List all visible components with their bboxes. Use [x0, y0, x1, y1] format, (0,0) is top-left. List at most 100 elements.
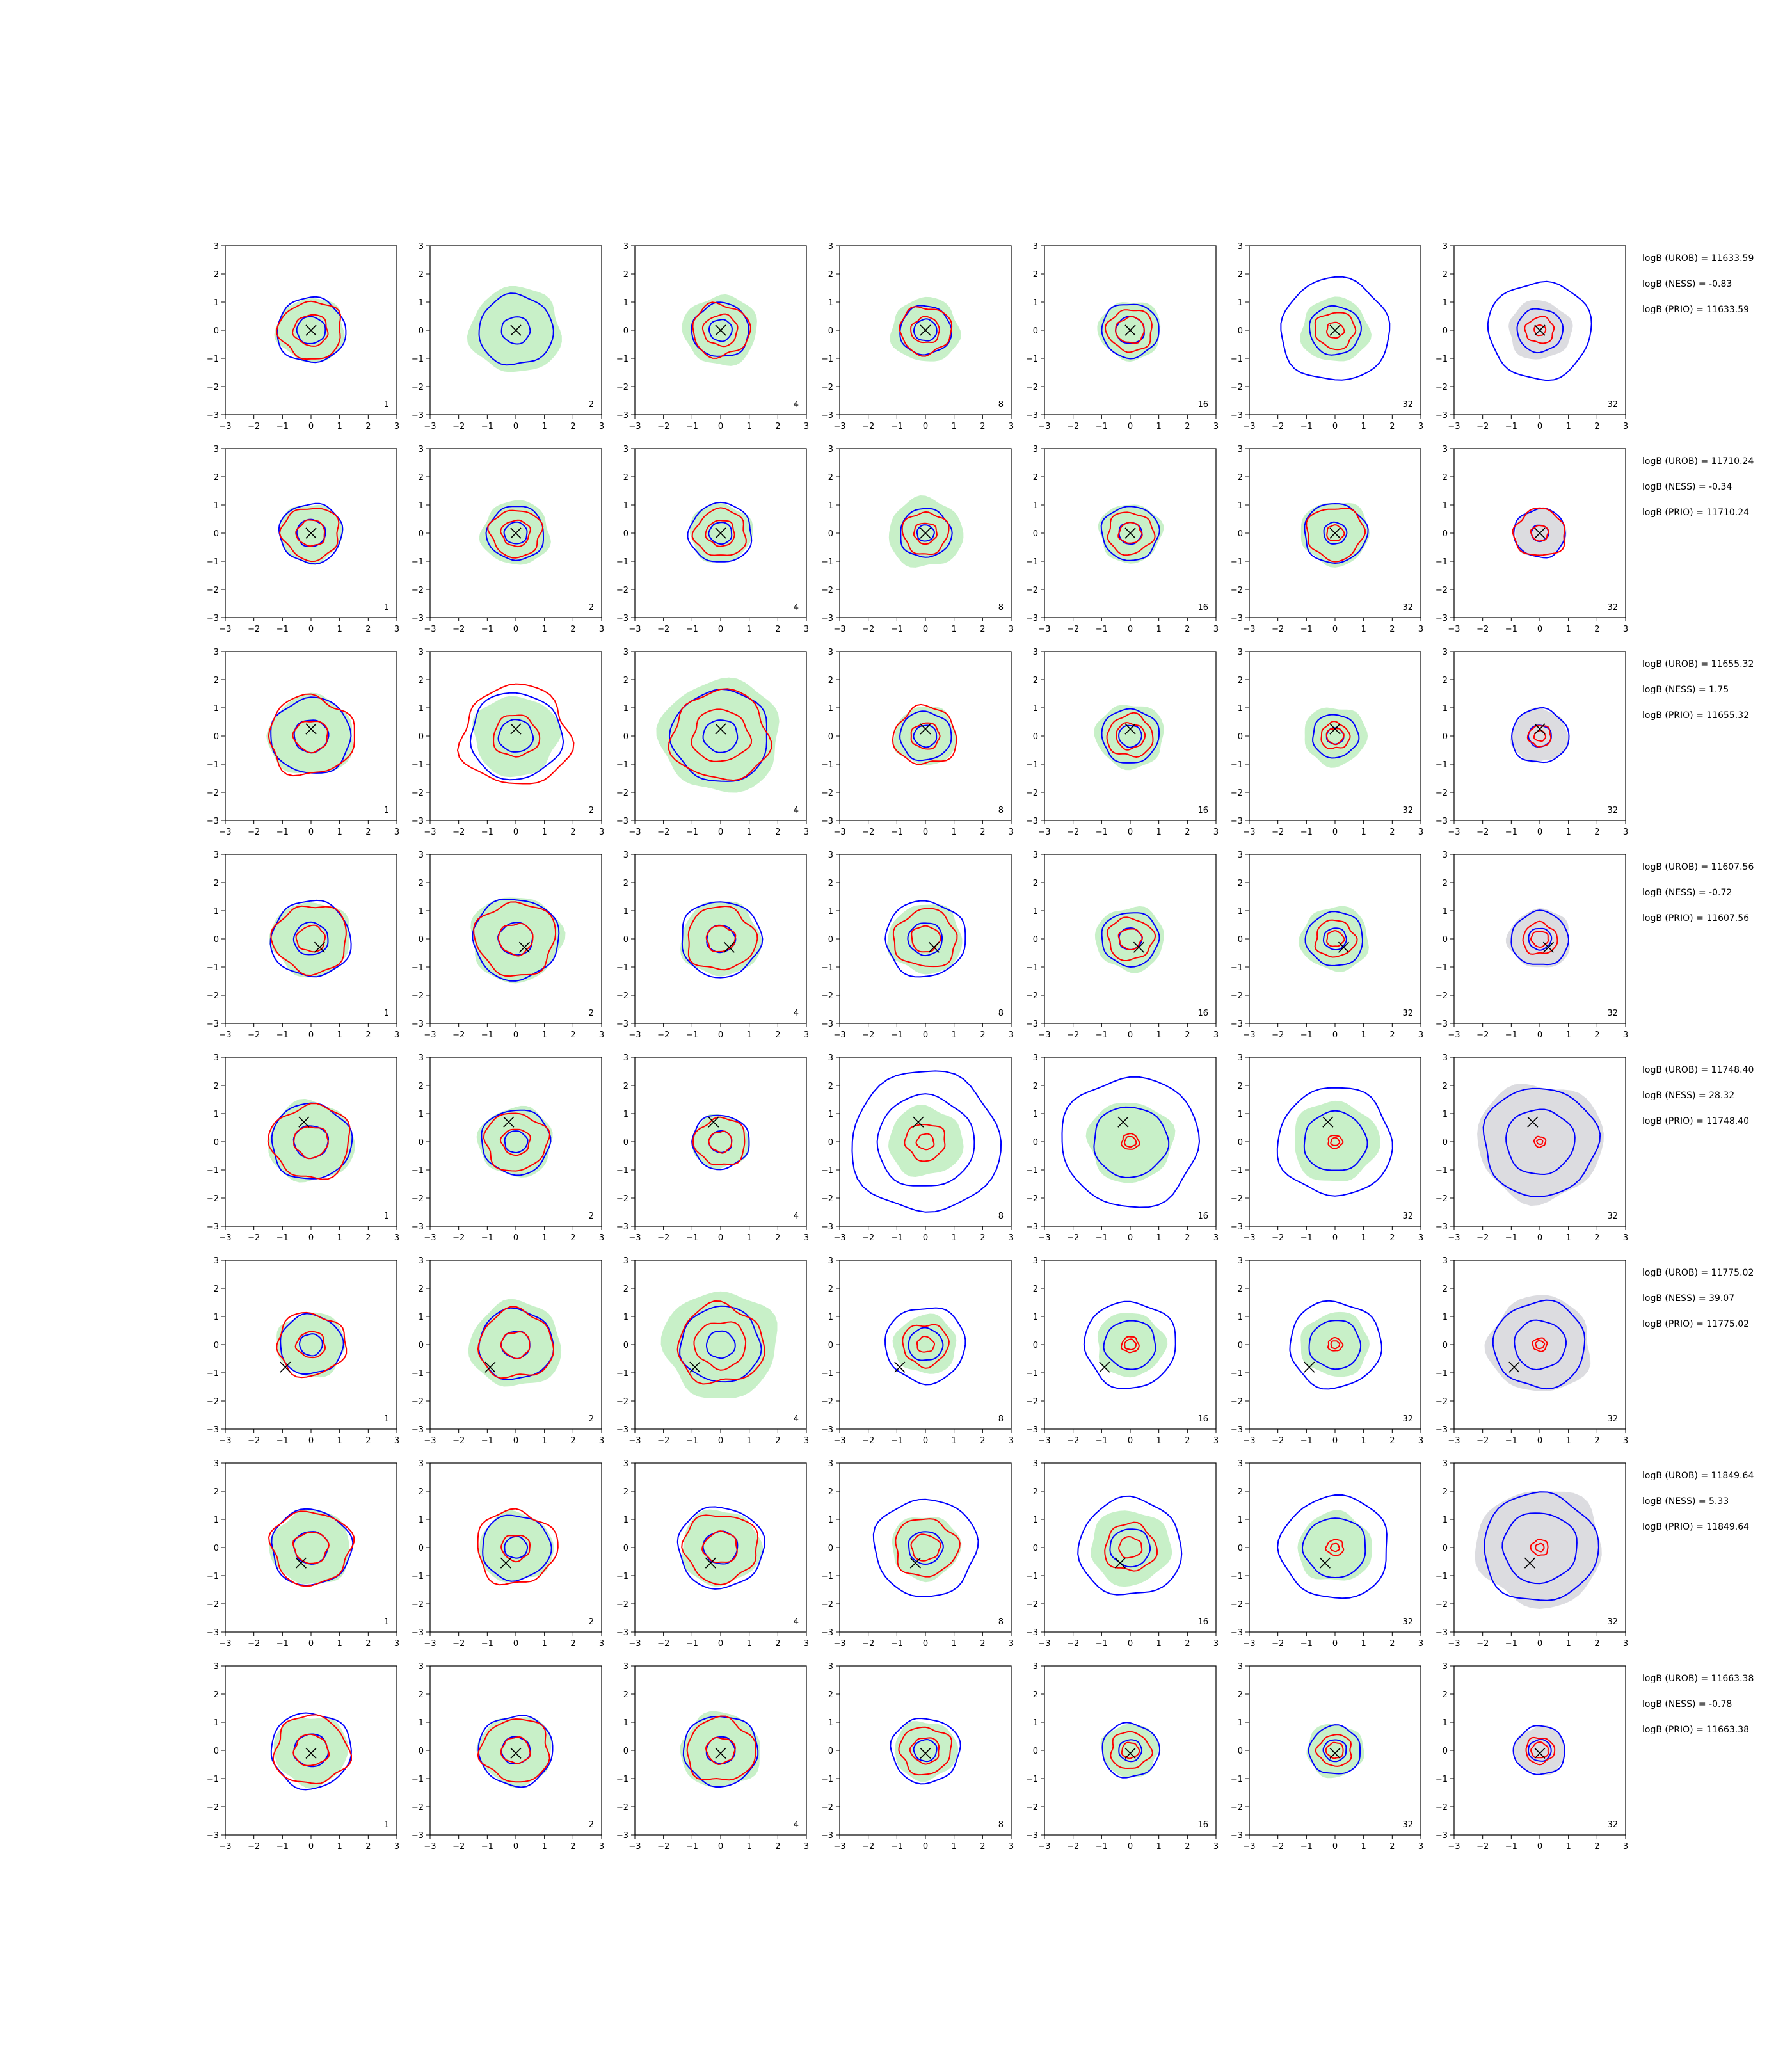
x-tick-label: 2: [570, 1030, 575, 1040]
x-tick-label: 1: [337, 1842, 342, 1852]
panel-corner-label: 4: [794, 603, 799, 612]
blue-contour-outer: [668, 688, 767, 782]
density-fill-inner: [908, 1126, 943, 1158]
x-tick-label: −1: [1096, 1842, 1108, 1852]
y-tick-label: 3: [1238, 1256, 1243, 1266]
red-contour-outer: [483, 1112, 551, 1172]
x-tick-label: 3: [599, 828, 604, 837]
y-tick-label: 2: [1238, 676, 1243, 685]
y-tick-label: −1: [1436, 557, 1448, 567]
x-tick-label: 1: [337, 422, 342, 431]
x-tick-label: −1: [1300, 1030, 1313, 1040]
x-tick-label: −3: [1038, 1639, 1050, 1649]
x-tick-label: −3: [1038, 1436, 1050, 1446]
y-tick-label: 3: [1443, 1459, 1448, 1469]
red-contour-outer: [668, 688, 772, 781]
panel-corner-label: 2: [589, 1617, 594, 1627]
red-contour-inner: [500, 1736, 531, 1764]
x-tick-label: −1: [1505, 422, 1517, 431]
panel-corner-label: 16: [1197, 1414, 1208, 1424]
y-tick-label: 2: [828, 473, 833, 483]
x-tick-label: 0: [308, 1639, 314, 1649]
true-value-marker: [894, 1361, 906, 1373]
x-tick-label: −3: [219, 1639, 231, 1649]
x-tick-label: −3: [1448, 1233, 1460, 1243]
logb-stat-label: logB (PRIO) = 11710.24: [1642, 508, 1749, 518]
true-value-marker: [1329, 324, 1341, 336]
panel: −3 3 −2 2 −1 1 0 0 1 −1 2 −2 3 −3 32: [1436, 445, 1628, 634]
panel-corner-label: 8: [998, 1212, 1004, 1221]
logb-stat-label: logB (NESS) = -0.78: [1642, 1699, 1732, 1709]
logb-stat-label: logB (NESS) = 1.75: [1642, 685, 1729, 695]
true-value-marker: [1338, 941, 1349, 953]
logb-stat-label: logB (PRIO) = 11748.40: [1642, 1116, 1749, 1126]
y-tick-label: 3: [828, 445, 833, 454]
y-tick-label: 0: [214, 732, 219, 742]
x-tick-label: −2: [248, 1030, 260, 1040]
y-tick-label: 2: [1443, 473, 1448, 483]
x-tick-label: −3: [1243, 422, 1255, 431]
x-tick-label: 0: [308, 1436, 314, 1446]
red-contour-inner: [1123, 1135, 1137, 1148]
panel-corner-label: 4: [794, 806, 799, 815]
y-tick-label: 2: [419, 1690, 424, 1700]
y-tick-label: −1: [412, 760, 424, 770]
y-tick-label: −2: [1026, 586, 1038, 595]
true-value-marker: [920, 527, 931, 539]
panel-corner-label: 16: [1197, 400, 1208, 410]
red-contour-outer: [1530, 1539, 1549, 1556]
blue-contour-inner: [1093, 1106, 1170, 1178]
blue-contour-outer: [1276, 1087, 1393, 1197]
blue-contour-inner: [1528, 927, 1553, 951]
y-tick-label: 1: [1033, 501, 1038, 511]
blue-contour-inner: [702, 719, 739, 753]
x-tick-label: 2: [980, 828, 985, 837]
density-fill-inner: [291, 1528, 332, 1567]
y-tick-label: 1: [1033, 1516, 1038, 1525]
x-tick-label: 3: [1418, 828, 1423, 837]
y-tick-label: −2: [207, 1600, 219, 1610]
x-tick-label: 0: [513, 1842, 518, 1852]
y-tick-label: −1: [1026, 1572, 1038, 1581]
y-tick-label: 0: [1238, 732, 1243, 742]
red-contour-outer: [477, 1306, 555, 1379]
x-tick-label: −3: [1038, 1030, 1050, 1040]
x-tick-label: 2: [980, 1436, 985, 1446]
x-tick-label: 3: [1623, 1436, 1628, 1446]
y-tick-label: 2: [1033, 1690, 1038, 1700]
y-tick-label: −3: [1436, 411, 1448, 420]
y-tick-label: −2: [1026, 1397, 1038, 1407]
x-tick-label: 3: [1009, 1030, 1014, 1040]
red-contour-outer: [276, 300, 341, 360]
panel-corner-label: 2: [589, 1212, 594, 1221]
panel: −3 3 −2 2 −1 1 0 0 1 −1 2 −2 3 −3 2: [412, 1662, 604, 1852]
x-tick-label: 3: [1009, 1639, 1014, 1649]
y-tick-label: 1: [1443, 1516, 1448, 1525]
y-tick-label: −2: [1436, 1397, 1448, 1407]
panel: −3 3 −2 2 −1 1 0 0 1 −1 2 −2 3 −3 1: [207, 1459, 399, 1649]
y-tick-label: −2: [207, 383, 219, 392]
x-tick-label: 1: [1361, 1639, 1366, 1649]
red-contour-inner: [1535, 1340, 1546, 1350]
x-tick-label: 2: [570, 625, 575, 634]
y-tick-label: −1: [207, 355, 219, 364]
blue-contour-outer: [1511, 707, 1570, 764]
red-contour-inner: [1530, 525, 1549, 542]
y-tick-label: −1: [1026, 1166, 1038, 1176]
blue-contour-outer: [682, 1715, 759, 1788]
x-tick-label: 1: [952, 1842, 957, 1852]
y-tick-label: −2: [412, 1803, 424, 1812]
y-tick-label: 3: [214, 1256, 219, 1266]
y-tick-label: 3: [419, 851, 424, 860]
x-tick-label: 2: [980, 1639, 985, 1649]
x-tick-label: −2: [657, 625, 669, 634]
panel-corner-label: 16: [1197, 806, 1208, 815]
red-contour-inner: [705, 1736, 736, 1766]
y-tick-label: −1: [616, 355, 628, 364]
y-tick-label: 3: [419, 1662, 424, 1672]
x-tick-label: 0: [308, 625, 314, 634]
panel: −3 3 −2 2 −1 1 0 0 1 −1 2 −2 3 −3 16: [1026, 851, 1219, 1040]
blue-contour-outer: [676, 1506, 766, 1590]
blue-contour-outer: [851, 1070, 1002, 1213]
y-tick-label: 3: [214, 648, 219, 657]
